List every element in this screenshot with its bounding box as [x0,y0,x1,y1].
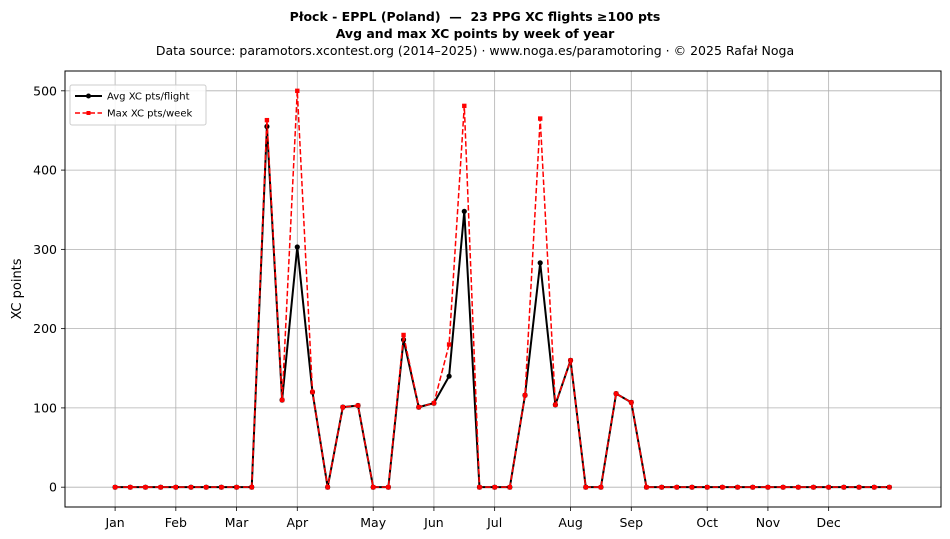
data-point [294,244,300,250]
data-point [796,484,801,490]
legend-avg-marker [86,93,91,99]
x-tick-label: Apr [286,515,308,530]
data-point [188,484,194,490]
data-point [537,116,543,121]
data-point [568,358,573,363]
data-point [841,484,847,490]
series-line [115,90,890,488]
data-point [310,389,315,395]
data-point [887,484,892,490]
data-point [689,484,695,490]
x-tick-label: Dec [817,515,841,530]
data-point [461,208,467,214]
legend-box [69,84,207,126]
y-tick-label: 400 [33,163,57,178]
data-point [553,402,558,407]
data-point [249,484,254,490]
data-point [386,484,391,490]
data-point [279,397,285,403]
series-layer [112,88,892,490]
data-point [750,484,755,490]
data-point [826,484,831,490]
x-tick-label: Jul [486,515,502,530]
data-point [537,260,543,266]
y-axis-label: XC points [10,258,25,319]
x-tick-label: Aug [558,515,582,530]
data-point [598,484,604,490]
data-point [492,484,497,490]
data-point [583,484,588,490]
y-tick-label: 200 [33,321,57,336]
data-point [462,103,467,109]
data-point [735,484,740,490]
x-tick-label: Oct [696,515,718,530]
data-point [370,484,376,490]
data-point [143,484,148,490]
data-point [446,342,452,347]
legend-max-marker [86,111,91,115]
data-point [629,400,634,405]
data-point [522,393,528,398]
data-point [340,404,346,410]
y-axis-ticks: 0 100 200 300 400 500 [33,83,65,495]
legend-avg-label: Avg XC pts/flight [107,92,190,103]
x-tick-label: Feb [165,515,187,530]
data-point [431,400,437,406]
x-tick-label: Sep [620,515,644,530]
data-point [720,484,725,490]
data-point [234,484,239,490]
data-point [856,484,862,490]
y-tick-label: 100 [33,400,57,415]
data-point [219,484,224,490]
x-tick-label: Jun [423,515,444,530]
data-point [704,484,710,490]
chart-title: Płock - EPPL (Poland) — 23 PPG XC flight… [289,9,661,24]
legend-max-label: Max XC pts/week [107,109,192,120]
series-max [112,88,892,490]
x-tick-label: May [360,515,386,530]
data-point [765,484,771,490]
data-point [644,484,649,490]
data-point [173,484,179,490]
data-point [112,484,118,490]
data-point [295,88,300,94]
data-point [158,484,163,490]
chart-source-line: Data source: paramotors.xcontest.org (20… [155,43,795,58]
legend: Avg XC pts/flight Max XC pts/week [69,84,207,126]
data-point [613,391,619,396]
data-point [325,484,330,490]
chart-titles: Płock - EPPL (Poland) — 23 PPG XC flight… [0,8,950,59]
x-axis-ticks: Jan Feb Mar Apr May Jun Jul Aug Sep Oct Nov Dec [104,507,841,530]
y-tick-label: 500 [33,83,57,98]
plot-frame [64,70,942,508]
chart-subtitle: Avg and max XC points by week of year [335,26,615,41]
x-tick-label: Jan [104,515,124,530]
data-point [128,484,133,490]
data-point [264,117,270,123]
data-point [507,484,513,490]
data-point [477,484,482,490]
data-point [401,332,406,338]
data-point [871,484,877,490]
grid-lines [65,71,941,507]
data-point [355,403,361,408]
y-tick-label: 300 [33,242,57,257]
data-point [674,484,680,490]
x-tick-label: Nov [756,515,781,530]
y-tick-label: 0 [49,480,57,495]
series-avg [112,123,892,490]
data-point [811,484,816,490]
data-point [203,484,209,490]
data-point [659,484,664,490]
data-point [780,484,786,490]
data-point [446,373,452,379]
series-line [115,125,890,489]
data-point [416,404,421,410]
x-tick-label: Mar [225,515,249,530]
